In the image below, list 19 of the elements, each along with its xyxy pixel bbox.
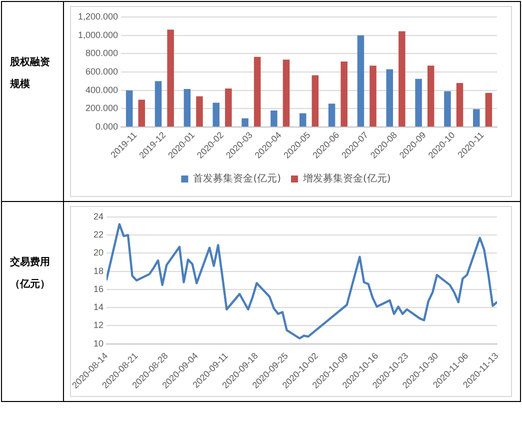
y-tick-label: 1,200.000: [78, 11, 118, 22]
y-tick-label: 18: [94, 266, 104, 276]
y-tick-label: 0.000: [96, 121, 118, 132]
y-tick-label: 10: [94, 338, 104, 348]
y-tick-label: 800.000: [85, 48, 118, 58]
y-axis-title: 交易费用（亿元）: [2, 202, 64, 401]
y-tick-label: 14: [94, 302, 104, 312]
y-tick-label: 400.000: [85, 84, 118, 95]
y-tick-label: 24: [94, 211, 104, 222]
legend-label: 增发募集资金(亿元): [302, 172, 391, 185]
y-axis-title: 股权融资规模: [2, 2, 64, 201]
y-tick-label: 600.000: [85, 66, 118, 76]
y-tick-label: 200.000: [85, 103, 118, 114]
y-tick-label: 20: [94, 248, 104, 258]
y-tick-label: 22: [94, 230, 104, 240]
y-tick-label: 1,000.000: [78, 30, 118, 40]
y-tick-label: 16: [94, 284, 104, 294]
legend-label: 首发募集资金(亿元): [193, 172, 282, 185]
y-tick-label: 12: [94, 320, 104, 330]
